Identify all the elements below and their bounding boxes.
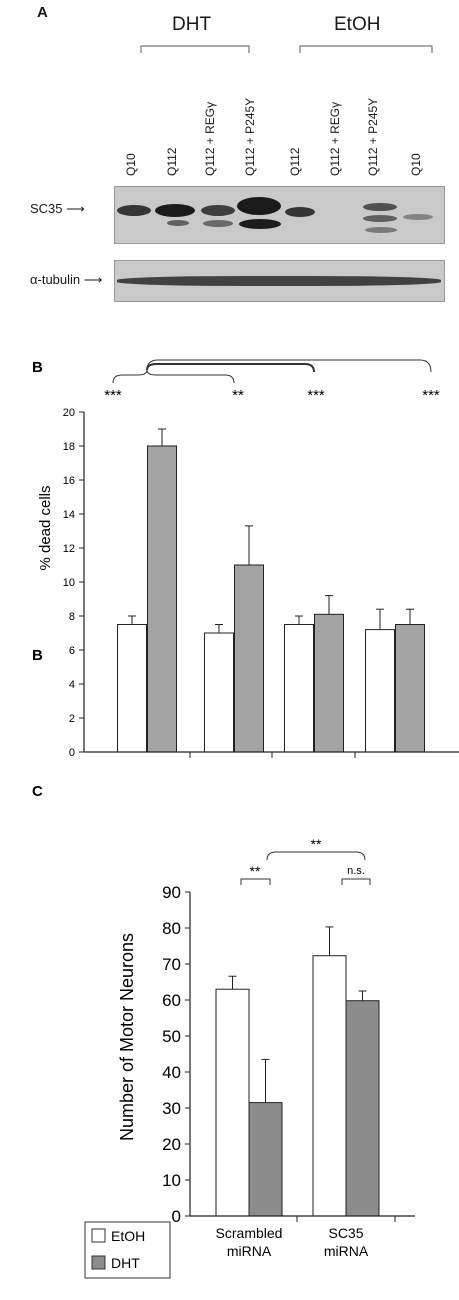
y-tick-label: 40	[162, 1063, 181, 1082]
chart-b-sig-label: ***	[422, 387, 440, 404]
panel-a-label: A	[37, 4, 48, 21]
row-label-sc35: SC35 ⟶	[30, 201, 85, 217]
chart-c-significance-brackets	[240, 851, 371, 885]
y-tick-label: 70	[162, 955, 181, 974]
chart-c-legend: EtOH DHT	[84, 1221, 171, 1279]
chart-b-sig-label: ***	[307, 387, 325, 404]
y-tick-label: 10	[63, 577, 75, 589]
y-tick-label: 20	[162, 1135, 181, 1154]
y-tick-label: 6	[69, 645, 75, 657]
bar-series-1	[284, 624, 314, 753]
blot-band	[403, 214, 433, 220]
group-label-dht: DHT	[172, 14, 212, 35]
legend-swatch-etoh	[91, 1228, 106, 1243]
chart-c-sig-label: n.s.	[347, 865, 365, 877]
blot-band	[363, 215, 397, 222]
blot-band	[167, 220, 189, 226]
x-category-label: SC35 #24+27miRNA	[355, 763, 435, 765]
bar-series-2	[395, 624, 425, 753]
blot-band	[239, 219, 281, 229]
chart-b-y-axis: 0 2 4 6 8 10 12 14 16 18 20	[63, 407, 85, 759]
row-label-sc35-text: SC35	[30, 201, 63, 216]
y-tick-label: 0	[69, 747, 75, 759]
blot-band	[201, 205, 235, 216]
y-tick-label: 4	[69, 679, 75, 691]
y-tick-label: 18	[63, 441, 75, 453]
bar-series-1	[365, 629, 395, 753]
x-category-label: SC35 miRNA	[324, 1225, 369, 1259]
y-tick-label: 10	[162, 1171, 181, 1190]
bar-etoh	[312, 955, 347, 1217]
bar-dht	[248, 1102, 283, 1217]
bar-series-1	[204, 632, 234, 753]
bar-series-2	[314, 613, 344, 753]
y-tick-label: 80	[162, 919, 181, 938]
group-label-etoh: EtOH	[334, 14, 381, 35]
x-category-label: SC35 #27miRNA	[285, 763, 343, 765]
chart-c-sig-label: **	[311, 836, 322, 852]
y-tick-label: 8	[69, 611, 75, 623]
legend-label-etoh: EtOH	[111, 1228, 145, 1244]
y-tick-label: 12	[63, 543, 75, 555]
blot-band	[365, 227, 397, 233]
y-tick-label: 90	[162, 883, 181, 902]
chart-c: C ** ** n.s. Number of Motor Neurons 0 10…	[32, 783, 415, 1279]
bar-series-1	[117, 624, 147, 753]
y-tick-label: 0	[172, 1207, 181, 1226]
x-category-label: scrambledmiRNA	[117, 763, 177, 765]
chart-c-sig-label: **	[250, 863, 261, 879]
lane-label-1: Q10	[124, 153, 138, 176]
group-brackets	[140, 45, 433, 53]
lane-label-7: Q112 + P245Y	[366, 97, 380, 176]
lane-label-3: Q112 + REGγ	[203, 101, 217, 176]
blot-band	[117, 205, 151, 216]
chart-c-bars	[215, 926, 380, 1217]
arrow-right-icon: ⟶	[83, 272, 103, 287]
legend-label-dht: DHT	[111, 1255, 140, 1271]
blot-band	[237, 197, 281, 215]
row-label-tubulin-text: α-tubulin	[30, 272, 81, 287]
blot-band	[363, 203, 397, 211]
legend-swatch-dht	[91, 1255, 106, 1270]
blot-band	[155, 204, 195, 217]
lane-label-2: Q112	[165, 147, 179, 176]
y-tick-label: 16	[63, 475, 75, 487]
chart-b-ylabel: % dead cells	[37, 485, 54, 570]
panel-c-label: C	[32, 783, 43, 800]
blot-band	[117, 276, 441, 286]
chart-c-x-axis: Scrambled miRNA SC35 miRNA	[190, 1215, 415, 1259]
lane-label-5: Q112	[288, 147, 302, 176]
x-category-label: Scrambled miRNA	[216, 1225, 283, 1259]
tubulin-blot	[114, 260, 445, 302]
bar-dht	[345, 1000, 380, 1217]
arrow-right-icon: ⟶	[66, 201, 85, 216]
chart-b-annotation-b: B	[32, 647, 43, 664]
bar-etoh	[215, 988, 250, 1217]
y-tick-label: 14	[63, 509, 75, 521]
x-category-label: SC35 #24miRNA	[205, 763, 263, 765]
y-tick-label: 20	[63, 407, 75, 419]
chart-b: B B *** ** *** *** % dead cells 0 2 4 6 8 10 1…	[32, 359, 459, 765]
lane-label-8: Q10	[409, 153, 423, 176]
row-label-tubulin: α-tubulin ⟶	[30, 272, 102, 288]
panel-b-label: B	[32, 359, 43, 376]
bar-series-2	[147, 445, 177, 753]
chart-c-y-axis: 0 10 20 30 40 50 60 70 80 90	[162, 883, 191, 1226]
bar-series-2	[234, 564, 264, 753]
y-tick-label: 2	[69, 713, 75, 725]
lane-label-4: Q112 + P245Y	[243, 97, 257, 176]
chart-b-bars	[117, 428, 425, 753]
y-tick-label: 30	[162, 1099, 181, 1118]
lane-label-6: Q112 + REGγ	[328, 101, 342, 176]
chart-c-ylabel: Number of Motor Neurons	[117, 933, 137, 1141]
blot-band	[285, 207, 315, 217]
chart-b-sig-label: ***	[104, 387, 122, 404]
chart-b-x-axis: scrambledmiRNA SC35 #24miRNA SC35 #27miRNA…	[84, 751, 459, 765]
sc35-blot	[114, 186, 445, 244]
chart-b-sig-label: **	[232, 387, 244, 404]
y-tick-label: 60	[162, 991, 181, 1010]
chart-b-significance-brackets	[112, 359, 432, 384]
y-tick-label: 50	[162, 1027, 181, 1046]
blot-band	[203, 220, 233, 227]
